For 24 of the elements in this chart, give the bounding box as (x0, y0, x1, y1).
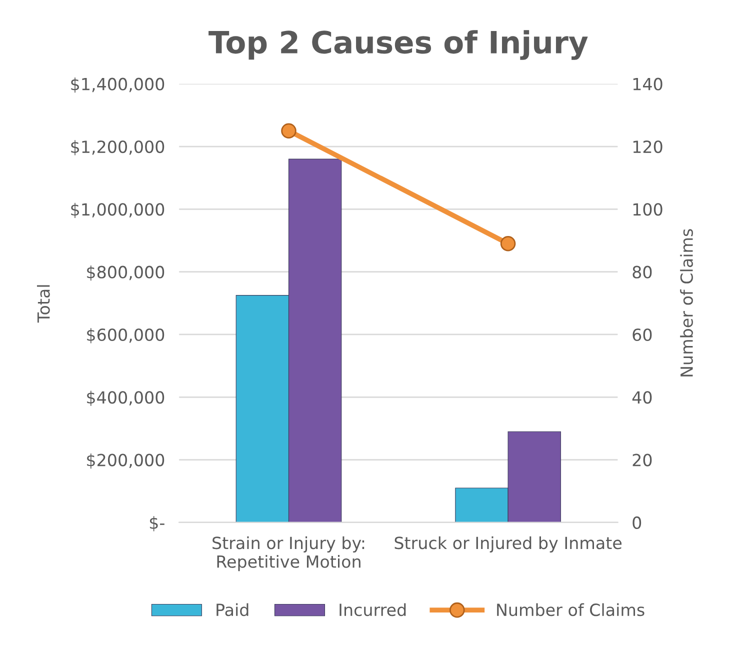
y2-tick-label: 140 (633, 78, 662, 90)
y2-axis-title: Number of Claims (680, 229, 693, 376)
y-tick-label: $600,000 (87, 328, 164, 344)
y-tick-label: $200,000 (87, 453, 164, 469)
legend-label: Number of Claims (497, 603, 644, 616)
y-tick-label: $1,400,000 (71, 78, 164, 93)
x-tick-label: Struck or Injured by Inmate (394, 536, 622, 552)
y-tick-label: $1,000,000 (71, 202, 164, 218)
y-tick-label: $- (150, 516, 164, 532)
y2-tick-label: 40 (632, 391, 652, 404)
y2-tick-label: 0 (632, 516, 642, 530)
y-tick-label: $1,200,000 (71, 140, 164, 156)
y2-tick-label: 120 (633, 140, 662, 154)
y2-tick-label: 100 (633, 203, 662, 216)
y2-tick-label: 20 (632, 454, 652, 466)
chart-title: Top 2 Causes of Injury (208, 30, 588, 60)
legend-label: Paid (216, 603, 248, 616)
y-axis-title: Total (36, 285, 50, 323)
legend-label: Incurred (340, 603, 406, 616)
y2-tick-label: 80 (632, 266, 652, 278)
y2-tick-label: 60 (632, 328, 652, 342)
x-tick-label: Strain or Injury by: Repetitive Motion (212, 536, 364, 572)
y-tick-label: $400,000 (87, 390, 164, 406)
y-tick-label: $800,000 (87, 265, 164, 281)
